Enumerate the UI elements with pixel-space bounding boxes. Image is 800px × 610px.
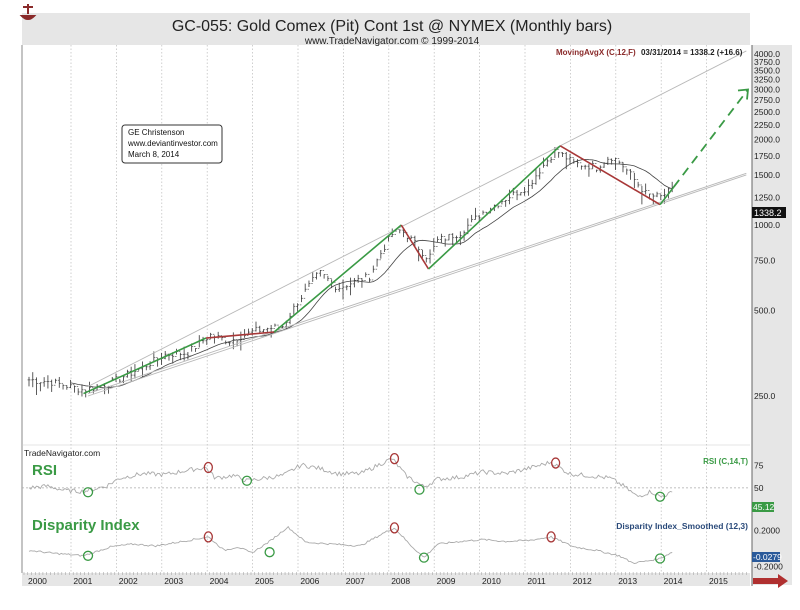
last-price-label: 1338.2 — [754, 208, 782, 218]
price-tick-label: 2250.0 — [754, 120, 780, 130]
price-tick-label: 750.0 — [754, 255, 776, 265]
year-tick-label: 2005 — [255, 576, 274, 586]
price-tick-label: 2750.0 — [754, 95, 780, 105]
price-tick-label: 1750.0 — [754, 151, 780, 161]
rsi-high-marker — [389, 452, 400, 465]
disparity-last-value-badge — [752, 552, 780, 562]
moving-average-label: MovingAvgX (C,12,F) — [556, 48, 636, 57]
chart-title: GC-055: Gold Comex (Pit) Cont 1st @ NYME… — [172, 18, 612, 35]
rsi-low-marker — [414, 484, 425, 495]
projection-arrowhead-icon — [737, 88, 750, 100]
annotation-website: www.deviantinvestor.com — [127, 139, 218, 148]
trendline-down-leg-2 — [400, 224, 430, 270]
disparity-high-marker — [203, 531, 213, 543]
trendline-upper-channel — [87, 50, 747, 387]
rsi-high-marker — [203, 461, 213, 474]
price-tick-label: 2000.0 — [754, 135, 780, 145]
year-tick-label: 2004 — [210, 576, 229, 586]
year-tick-label: 2002 — [119, 576, 138, 586]
price-tick-label: 3000.0 — [754, 84, 780, 94]
price-tick-label: 1500.0 — [754, 170, 780, 180]
annotation-date: March 8, 2014 — [128, 150, 180, 159]
disparity-low-marker — [418, 552, 430, 563]
rsi-low-marker — [654, 491, 666, 502]
disparity-tick-label: -0.2000 — [754, 562, 783, 572]
trendline-down-leg-1 — [205, 331, 275, 339]
year-tick-label: 2008 — [391, 576, 410, 586]
year-tick-label: 2013 — [618, 576, 637, 586]
rsi-panel — [28, 452, 673, 502]
price-tick-label: 250.0 — [754, 391, 776, 401]
rsi-tick-label: 75 — [754, 461, 764, 471]
source-label: TradeNavigator.com — [24, 448, 100, 458]
year-tick-label: 2000 — [28, 576, 47, 586]
projection-line — [672, 88, 749, 188]
rsi-low-marker — [241, 475, 253, 486]
trendline-down-leg-3 — [559, 145, 661, 206]
price-tick-label: 500.0 — [754, 306, 776, 316]
disparity-high-marker — [389, 522, 400, 534]
price-tick-label: 1000.0 — [754, 220, 780, 230]
header-band — [22, 13, 750, 45]
rsi-last-value: 45.12 — [753, 502, 775, 512]
year-tick-label: 2011 — [527, 576, 546, 586]
year-tick-label: 2014 — [664, 576, 683, 586]
trendline-up-leg-2 — [273, 224, 402, 333]
year-tick-label: 2001 — [73, 576, 92, 586]
logo-icon — [19, 4, 37, 20]
disparity-low-marker — [82, 550, 94, 561]
scroll-right-arrow-icon[interactable] — [753, 574, 788, 588]
moving-average-line — [70, 158, 673, 389]
disparity-last-value: -0.0279 — [753, 552, 782, 562]
moving-average-readout: MovingAvgX (C,12,F) 03/31/2014 = 1338.2 … — [556, 48, 743, 57]
year-tick-label: 2012 — [573, 576, 592, 586]
price-tick-label: 3750.0 — [754, 57, 780, 67]
annotation-author: GE Christenson — [128, 128, 184, 137]
rsi-line — [28, 458, 673, 498]
price-tick-label: 3250.0 — [754, 75, 780, 85]
trendline-outer-lower-channel — [87, 174, 747, 397]
disparity-line — [28, 525, 673, 564]
disparity-high-marker — [546, 531, 556, 543]
rsi-last-value-badge — [752, 502, 774, 512]
rsi-high-marker — [550, 457, 561, 469]
disparity-tick-label: 0.2000 — [754, 526, 780, 536]
trendline-up-leg-3 — [427, 145, 561, 270]
disparity-panel — [28, 522, 673, 564]
year-tick-label: 2007 — [346, 576, 365, 586]
disparity-indicator-label: Disparity Index_Smoothed (12,3) — [616, 521, 748, 531]
moving-average-value: 03/31/2014 = 1338.2 (+16.6) — [641, 48, 743, 57]
trendline-up-leg-4 — [659, 186, 675, 206]
year-tick-label: 2006 — [300, 576, 319, 586]
rsi-tick-label: 50 — [754, 483, 764, 493]
time-axis-band — [22, 573, 750, 586]
rsi-title: RSI — [32, 462, 57, 479]
year-tick-label: 2015 — [709, 576, 728, 586]
chart-subtitle: www.TradeNavigator.com © 1999-2014 — [304, 36, 480, 47]
last-price-badge — [752, 207, 786, 218]
disparity-low-marker — [654, 553, 666, 564]
trendline-up-leg-1 — [83, 337, 207, 395]
year-tick-label: 2003 — [164, 576, 183, 586]
disparity-title: Disparity Index — [32, 517, 140, 534]
annotation-box: GE Christenson www.deviantinvestor.com M… — [121, 124, 223, 164]
price-tick-label: 3500.0 — [754, 65, 780, 75]
rsi-low-marker — [82, 487, 94, 498]
price-tick-label: 1250.0 — [754, 192, 780, 202]
year-tick-label: 2009 — [437, 576, 456, 586]
price-tick-label: 2500.0 — [754, 107, 780, 117]
year-tick-label: 2010 — [482, 576, 501, 586]
price-tick-label: 4000.0 — [754, 49, 780, 59]
price-axis-band — [752, 45, 792, 585]
disparity-low-marker — [264, 547, 275, 558]
price-panel — [27, 50, 750, 398]
rsi-indicator-label: RSI (C,14,T) — [703, 457, 748, 466]
trendline-lower-channel — [87, 172, 747, 394]
